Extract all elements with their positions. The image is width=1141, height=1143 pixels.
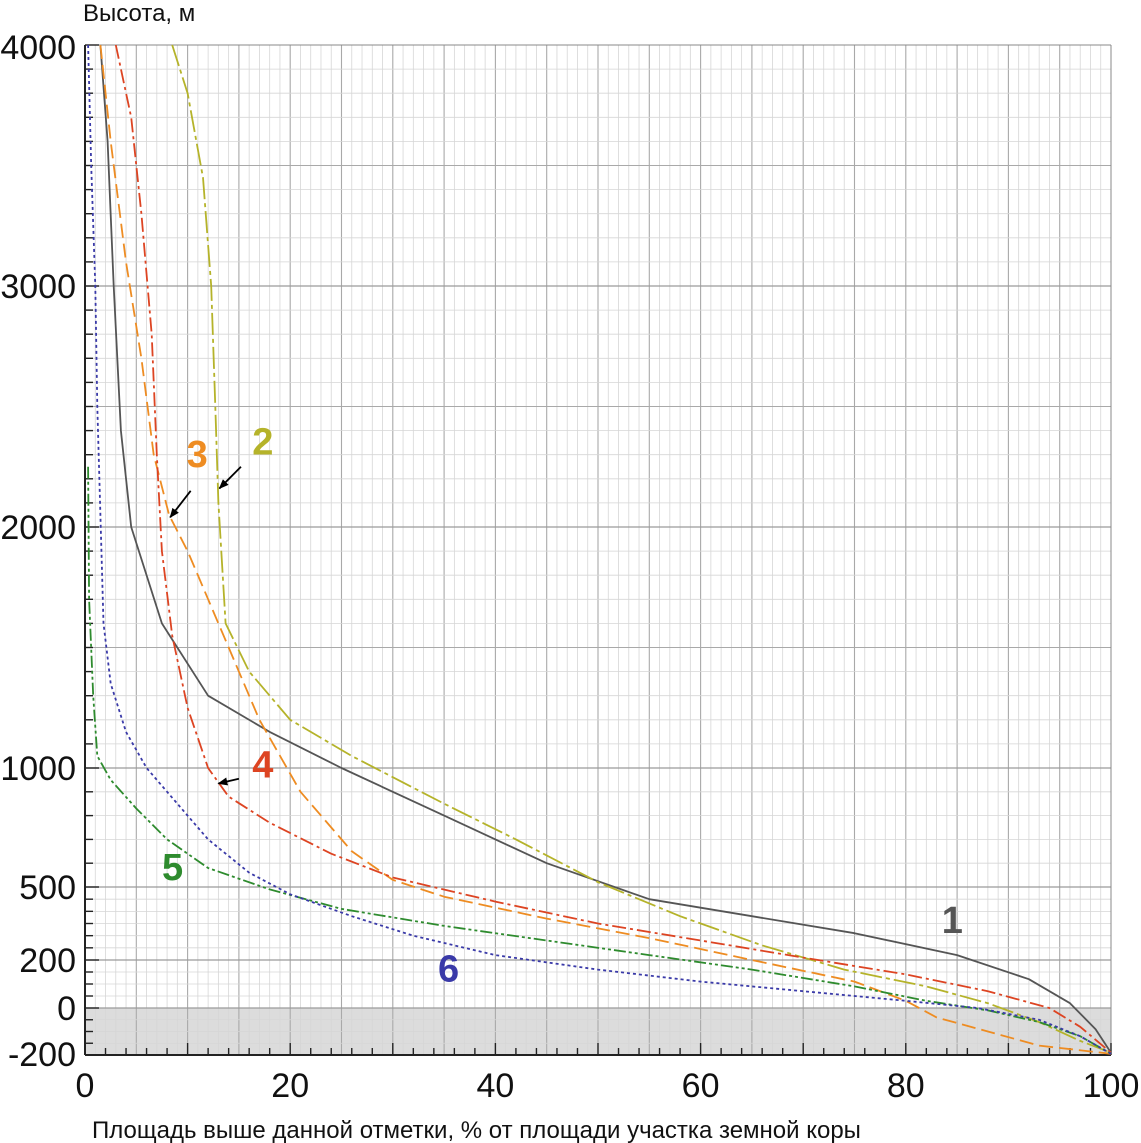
y-tick-label: 200 [19, 942, 76, 980]
series-label-6: 6 [438, 949, 459, 991]
series-label-1: 1 [942, 900, 963, 942]
y-axis-label: Высота, м [83, 0, 195, 27]
axis-ticks [84, 44, 1112, 1056]
x-tick-label: 60 [682, 1067, 720, 1105]
y-tick-label: 2000 [0, 509, 76, 547]
x-tick-labels: 0 20 40 60 80 100 [76, 1067, 1140, 1105]
annotation-arrow-2 [218, 466, 242, 490]
annotation-arrows [169, 466, 242, 786]
x-axis-label: Площадь выше данной отметки, % от площад… [92, 1117, 861, 1143]
annotation-arrow-3 [169, 490, 192, 519]
series-line-4 [114, 44, 1112, 1054]
x-tick-label: 40 [476, 1067, 514, 1105]
series-label-2: 2 [252, 422, 273, 464]
series-group [87, 44, 1112, 1055]
series-line-2 [171, 44, 1112, 1054]
y-tick-label: -200 [8, 1036, 76, 1074]
series-line-1 [99, 44, 1112, 1054]
y-tick-label: 1000 [0, 750, 76, 788]
series-line-3 [99, 44, 1112, 1055]
y-tick-label: 500 [19, 869, 76, 907]
y-tick-label: 3000 [0, 268, 76, 306]
series-line-6 [87, 44, 1112, 1055]
x-tick-label: 80 [887, 1067, 925, 1105]
series-line-5 [87, 466, 1112, 1055]
annotation-arrow-4 [217, 777, 240, 786]
series-label-4: 4 [252, 745, 273, 787]
x-tick-label: 100 [1083, 1067, 1140, 1105]
x-tick-label: 20 [271, 1067, 309, 1105]
series-labels: 1 2 3 4 5 6 [162, 422, 963, 991]
series-label-3: 3 [187, 434, 208, 476]
y-tick-label: 0 [57, 990, 76, 1028]
x-tick-label: 0 [76, 1067, 95, 1105]
y-tick-labels: -200 0 200 500 1000 2000 3000 4000 [0, 29, 76, 1074]
y-tick-label: 4000 [0, 29, 76, 67]
series-label-5: 5 [162, 847, 183, 889]
